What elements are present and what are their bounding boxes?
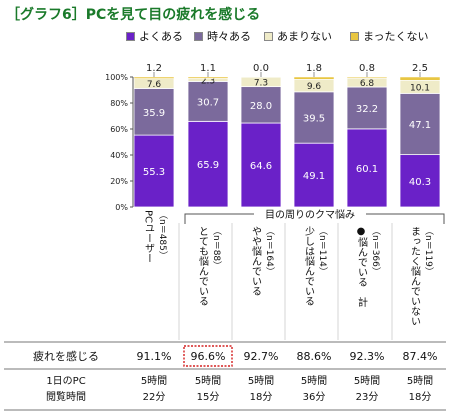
- table-cell: 5時間: [354, 375, 380, 387]
- category-sample-size: （n＝366）: [370, 226, 381, 276]
- data-label: 40.3: [409, 177, 431, 188]
- data-label: 6.8: [360, 79, 375, 89]
- table-cell: 15分: [197, 391, 220, 403]
- top-value-label: 1.1: [200, 63, 216, 74]
- top-value-label: 2.5: [412, 63, 428, 74]
- category-label: ●悩んでいる 計: [356, 226, 368, 308]
- bar-segment: [187, 76, 229, 79]
- top-value-label: 1.2: [146, 63, 162, 74]
- group-label: 目の周りのクマ悩み: [265, 208, 355, 221]
- legend-label: よくある: [139, 30, 183, 43]
- table-cell: 5時間: [407, 375, 433, 387]
- bar-segment: [240, 76, 282, 88]
- y-tick-label: 20%: [110, 177, 128, 186]
- table-cell: 36分: [303, 391, 326, 403]
- y-tick-label: 0%: [115, 203, 128, 212]
- table-row-header: 疲れを感じる: [33, 349, 99, 363]
- chart-title: ［グラフ6］PCを見て目の疲れを感じる: [6, 7, 261, 23]
- data-label: 7.6: [147, 80, 162, 90]
- table-cell: 88.6%: [297, 350, 332, 363]
- data-label: 2.3: [201, 76, 215, 86]
- category-label: やや悩んでいる: [250, 226, 262, 296]
- bar-segment: [399, 76, 441, 81]
- bar-segment: [133, 88, 175, 136]
- legend-swatch: [126, 31, 135, 41]
- y-tick-label: 40%: [110, 151, 128, 160]
- category-sample-size: （n＝119）: [423, 226, 434, 276]
- category-label: 少しは悩んでいる: [303, 226, 315, 306]
- data-label: 65.9: [197, 160, 219, 171]
- table-cell: 5時間: [301, 375, 327, 387]
- table-cell: 18分: [409, 391, 432, 403]
- bar-segment: [346, 128, 388, 208]
- bar-segment: [293, 91, 335, 144]
- table-cell: 23分: [356, 391, 379, 403]
- table-cell: 5時間: [248, 375, 274, 387]
- table-cell: 5時間: [195, 375, 221, 387]
- data-label: 10.1: [410, 83, 430, 93]
- data-label: 7.3: [254, 78, 268, 88]
- category-sample-size: （n＝485）: [157, 210, 168, 260]
- bar-segment: [133, 76, 175, 79]
- data-label: 55.3: [143, 167, 165, 178]
- legend-label: まったくない: [363, 30, 429, 43]
- top-value-label: 0.0: [253, 63, 269, 74]
- category-sample-size: （n＝88）: [211, 226, 222, 270]
- bar-segment: [293, 76, 335, 80]
- bar-segment: [346, 86, 388, 130]
- legend-item: 時々ある: [194, 28, 251, 44]
- table-cell: 96.6%: [191, 350, 226, 363]
- bar-segment: [187, 81, 229, 122]
- table-row-header: 1日のPC: [46, 376, 85, 387]
- data-label: 60.1: [356, 164, 378, 175]
- data-label: 49.1: [303, 171, 325, 182]
- table-cell: 18分: [250, 391, 273, 403]
- legend-item: あまりない: [264, 28, 332, 44]
- legend-swatch: [264, 31, 273, 41]
- group-label-bg: [254, 207, 366, 221]
- table-row-header: 閲覧時間: [46, 391, 86, 403]
- data-label: 32.2: [356, 104, 378, 115]
- data-label: 9.6: [307, 82, 322, 92]
- data-label: 30.7: [197, 97, 219, 108]
- y-tick-label: 80%: [110, 99, 128, 108]
- legend-swatch: [350, 31, 359, 41]
- category-sample-size: （n＝114）: [317, 226, 328, 276]
- table-cell: 5時間: [141, 375, 167, 387]
- data-label: 28.0: [250, 101, 272, 112]
- data-label: 47.1: [409, 120, 431, 131]
- category-label: PCユーザー: [143, 210, 155, 263]
- highlight-box: [183, 345, 233, 367]
- y-tick-label: 100%: [105, 73, 128, 82]
- category-label: とても悩んでいる: [197, 226, 209, 306]
- data-label: 64.6: [250, 161, 272, 172]
- category-sample-size: （n＝164）: [264, 226, 275, 276]
- table-cell: 92.7%: [244, 350, 279, 363]
- bar-segment: [346, 76, 388, 79]
- bar-segment: [240, 86, 282, 124]
- table-cell: 22分: [143, 391, 166, 403]
- legend-item: よくある: [126, 28, 183, 44]
- bar-segment: [187, 120, 229, 208]
- data-label: 39.5: [303, 113, 325, 124]
- category-label: まったく悩んでいない: [409, 226, 421, 326]
- top-value-label: 0.8: [359, 63, 375, 74]
- y-tick-label: 60%: [110, 125, 128, 134]
- table-cell: 91.1%: [137, 350, 172, 363]
- legend-label: あまりない: [277, 30, 332, 43]
- top-value-label: 1.8: [306, 63, 322, 74]
- bar-segment: [399, 92, 441, 156]
- legend-swatch: [194, 31, 203, 41]
- table-cell: 87.4%: [403, 350, 438, 363]
- data-label: 35.9: [143, 108, 165, 119]
- legend-label: 時々ある: [207, 30, 251, 43]
- bar-segment: [133, 134, 175, 208]
- legend-item: まったくない: [350, 28, 429, 44]
- table-cell: 92.3%: [350, 350, 385, 363]
- bar-segment: [240, 122, 282, 208]
